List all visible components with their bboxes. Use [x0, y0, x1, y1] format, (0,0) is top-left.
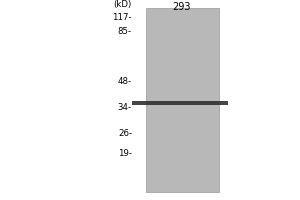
Text: 19-: 19- [118, 150, 132, 158]
Text: 34-: 34- [118, 102, 132, 112]
Text: 48-: 48- [118, 77, 132, 86]
Text: (kD): (kD) [114, 0, 132, 9]
Text: 26-: 26- [118, 130, 132, 139]
Text: 117-: 117- [112, 12, 132, 21]
Text: 85-: 85- [118, 26, 132, 36]
Bar [132, 101, 228, 105]
Bar [146, 8, 219, 192]
Text: 293: 293 [172, 2, 191, 12]
